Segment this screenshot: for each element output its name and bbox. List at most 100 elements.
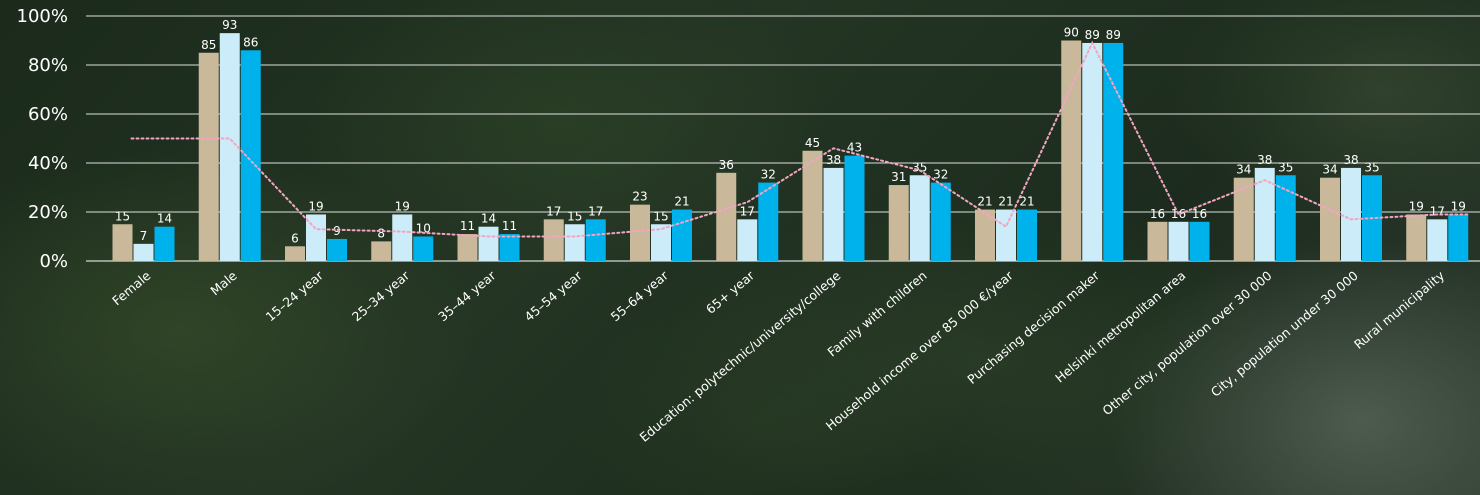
bar [1448,214,1469,261]
category-label: 55–64 year [608,267,672,324]
bar [133,243,154,261]
bar [758,182,779,261]
data-label: 19 [308,199,323,213]
data-label: 16 [1150,207,1165,221]
data-label: 15 [115,209,130,223]
bar [672,209,692,261]
data-label: 6 [291,231,299,245]
bar [996,209,1016,261]
data-label: 89 [1085,28,1100,42]
trend-line [130,40,1469,238]
data-label: 35 [1364,160,1379,174]
bar [499,234,520,261]
data-label: 14 [157,212,172,226]
category-label: 65+ year [703,267,758,316]
bar [630,204,650,261]
y-tick-label: 40% [28,153,68,174]
bar [543,219,564,261]
bar [651,224,671,261]
category-label: Rural municipality [1351,267,1448,351]
category-label: Education: polytechnic/university/colleg… [636,268,843,445]
bar [1427,219,1448,261]
bar [392,214,413,261]
data-label: 19 [395,199,410,213]
bar [154,226,175,261]
bar [1103,42,1124,262]
bar [413,236,434,261]
bar [823,167,844,261]
bar [844,155,865,261]
bar [930,182,951,261]
data-label: 7 [140,229,148,243]
data-label: 32 [761,168,776,182]
data-label: 23 [632,190,647,204]
bar [1061,40,1082,261]
data-label: 93 [222,18,237,32]
bar [802,150,823,261]
data-label: 15 [567,209,582,223]
data-label: 9 [333,224,341,238]
y-tick-label: 100% [17,6,68,27]
data-label: 34 [1322,163,1337,177]
bar [1406,214,1427,261]
data-label: 21 [977,195,992,209]
data-label: 34 [1236,163,1251,177]
bar [1189,221,1210,261]
category-label: 25–34 year [349,267,413,324]
data-label: 31 [891,170,906,184]
bar [198,52,219,261]
data-label: 90 [1064,26,1079,40]
data-label: 14 [481,212,496,226]
data-label: 32 [933,168,948,182]
data-label: 38 [1343,153,1358,167]
bar [909,175,930,261]
bar [716,172,737,261]
data-label: 35 [1278,160,1293,174]
bar [327,238,347,261]
bar [564,224,585,261]
category-label: 35–44 year [435,267,499,324]
bar [737,219,758,261]
data-label: 17 [546,204,561,218]
category-label: City, population under 30 000 [1208,268,1361,400]
bar [1341,167,1361,261]
bar [478,226,499,261]
bar [1320,177,1340,261]
data-label: 17 [1430,204,1445,218]
y-tick-label: 60% [28,104,68,125]
data-label: 19 [1409,199,1424,213]
data-label: 21 [998,195,1013,209]
data-label: 15 [653,209,668,223]
y-tick-label: 20% [28,202,68,223]
data-label: 89 [1106,28,1121,42]
category-label: Household income over 85 000 €/year [823,267,1017,433]
bar [1082,42,1103,262]
bar [1017,209,1037,261]
bar [112,224,133,261]
bar [371,241,392,261]
data-label: 86 [243,35,258,49]
data-label: 11 [502,219,517,233]
data-label: 35 [912,160,927,174]
data-label: 43 [847,141,862,155]
data-label: 21 [674,195,689,209]
bar [306,214,326,261]
data-label: 17 [740,204,755,218]
data-label: 21 [1019,195,1034,209]
category-label: Other city, population over 30 000 [1099,268,1274,418]
bar [975,209,995,261]
category-label: Female [109,268,154,309]
bar [219,33,240,262]
data-label: 16 [1192,207,1207,221]
bar [1275,175,1296,261]
bar [1254,167,1275,261]
category-label: 15–24 year [263,267,327,324]
data-label: 8 [377,226,385,240]
bar [1168,221,1189,261]
data-label: 17 [588,204,603,218]
y-tick-label: 0% [39,251,68,272]
bar [240,50,261,261]
bar [585,219,606,261]
bar [888,185,909,261]
